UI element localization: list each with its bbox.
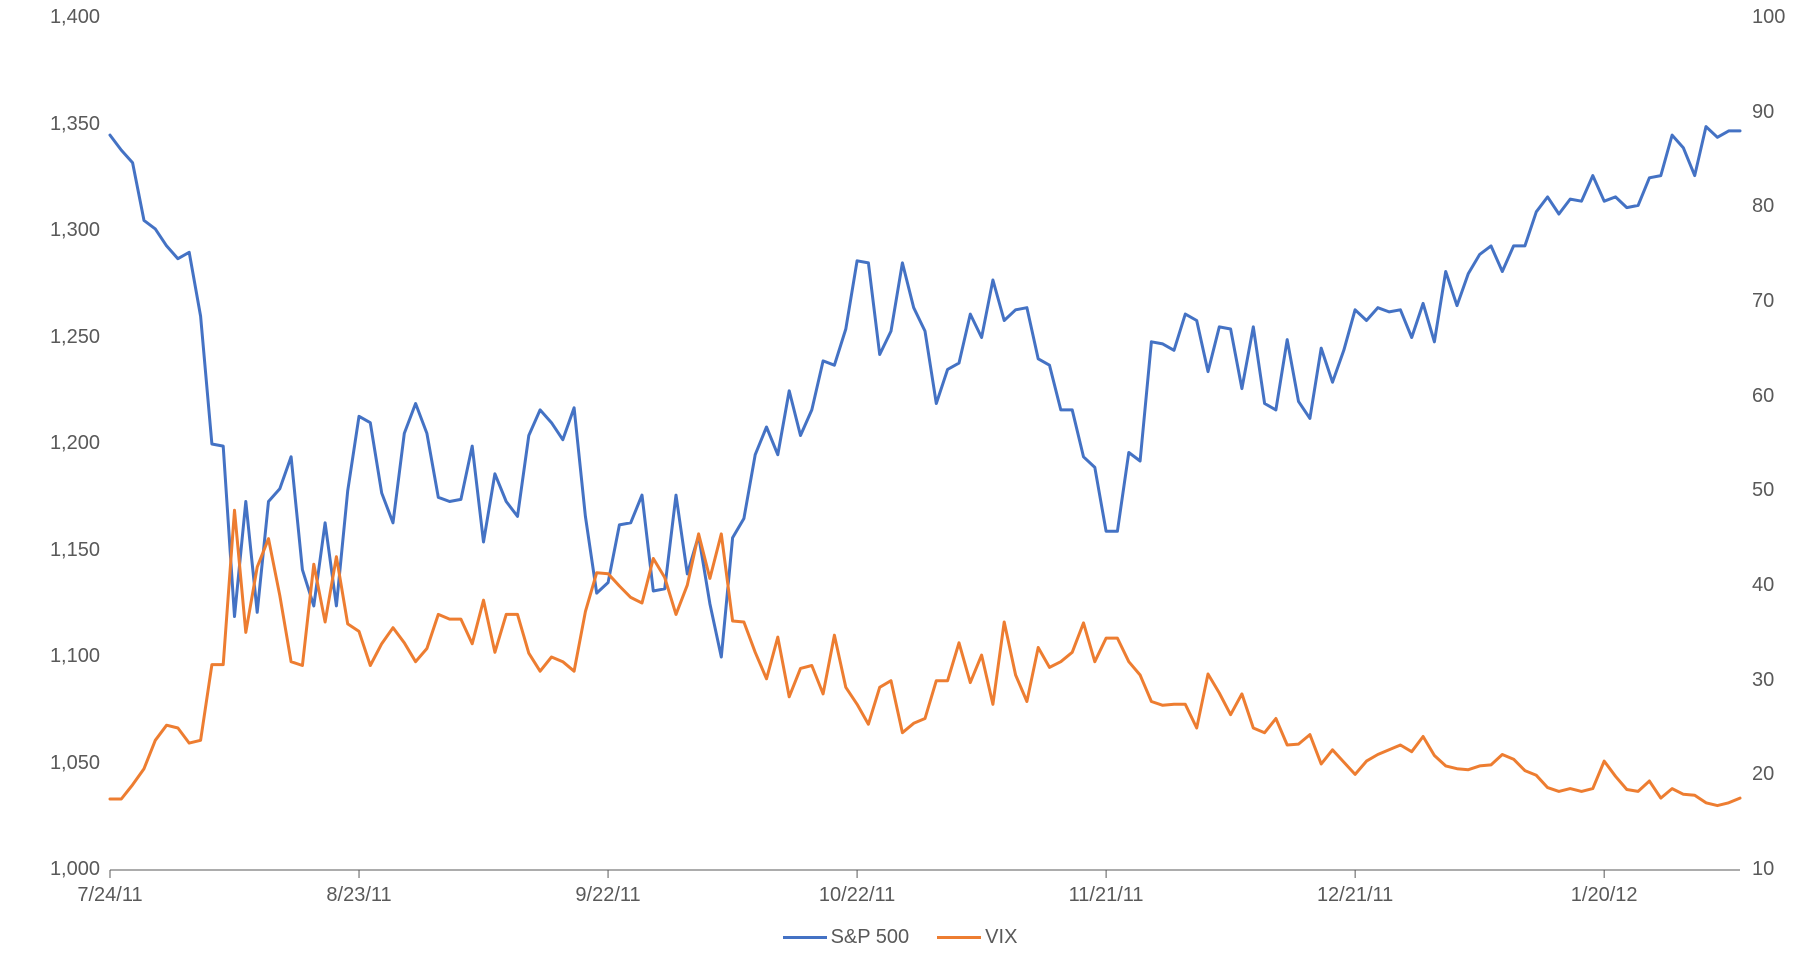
y2-tick-label: 50 — [1752, 479, 1800, 502]
y1-tick-label: 1,300 — [20, 219, 100, 242]
series-line-vix — [110, 510, 1740, 805]
legend-swatch — [937, 936, 981, 939]
y2-tick-label: 30 — [1752, 669, 1800, 692]
y1-tick-label: 1,000 — [20, 858, 100, 881]
x-tick-label: 9/22/11 — [548, 884, 668, 907]
y2-tick-label: 70 — [1752, 290, 1800, 313]
legend-label: S&P 500 — [831, 926, 910, 949]
x-tick-label: 8/23/11 — [299, 884, 419, 907]
y2-tick-label: 60 — [1752, 385, 1800, 408]
y2-tick-label: 20 — [1752, 763, 1800, 786]
y2-tick-label: 80 — [1752, 195, 1800, 218]
y2-tick-label: 100 — [1752, 6, 1800, 29]
legend-label: VIX — [985, 926, 1017, 949]
y1-tick-label: 1,350 — [20, 113, 100, 136]
legend-item-s-p-500: S&P 500 — [783, 926, 910, 949]
y1-tick-label: 1,400 — [20, 6, 100, 29]
y2-tick-label: 10 — [1752, 858, 1800, 881]
x-tick-label: 12/21/11 — [1295, 884, 1415, 907]
y1-tick-label: 1,050 — [20, 752, 100, 775]
x-tick-label: 11/21/11 — [1046, 884, 1166, 907]
legend-swatch — [783, 936, 827, 939]
y1-tick-label: 1,200 — [20, 432, 100, 455]
dual-axis-line-chart: 1,000 1,050 1,100 1,150 1,200 1,250 1,300 1,350… — [0, 0, 1800, 972]
y1-tick-label: 1,100 — [20, 645, 100, 668]
y1-tick-label: 1,150 — [20, 539, 100, 562]
y2-tick-label: 90 — [1752, 101, 1800, 124]
x-tick-label: 1/20/12 — [1544, 884, 1664, 907]
chart-plot-area — [0, 0, 1800, 972]
legend-item-vix: VIX — [937, 926, 1017, 949]
x-tick-label: 10/22/11 — [797, 884, 917, 907]
y1-tick-label: 1,250 — [20, 326, 100, 349]
y2-tick-label: 40 — [1752, 574, 1800, 597]
series-line-s-p-500 — [110, 127, 1740, 657]
chart-legend: S&P 500 VIX — [0, 922, 1800, 949]
x-tick-label: 7/24/11 — [50, 884, 170, 907]
